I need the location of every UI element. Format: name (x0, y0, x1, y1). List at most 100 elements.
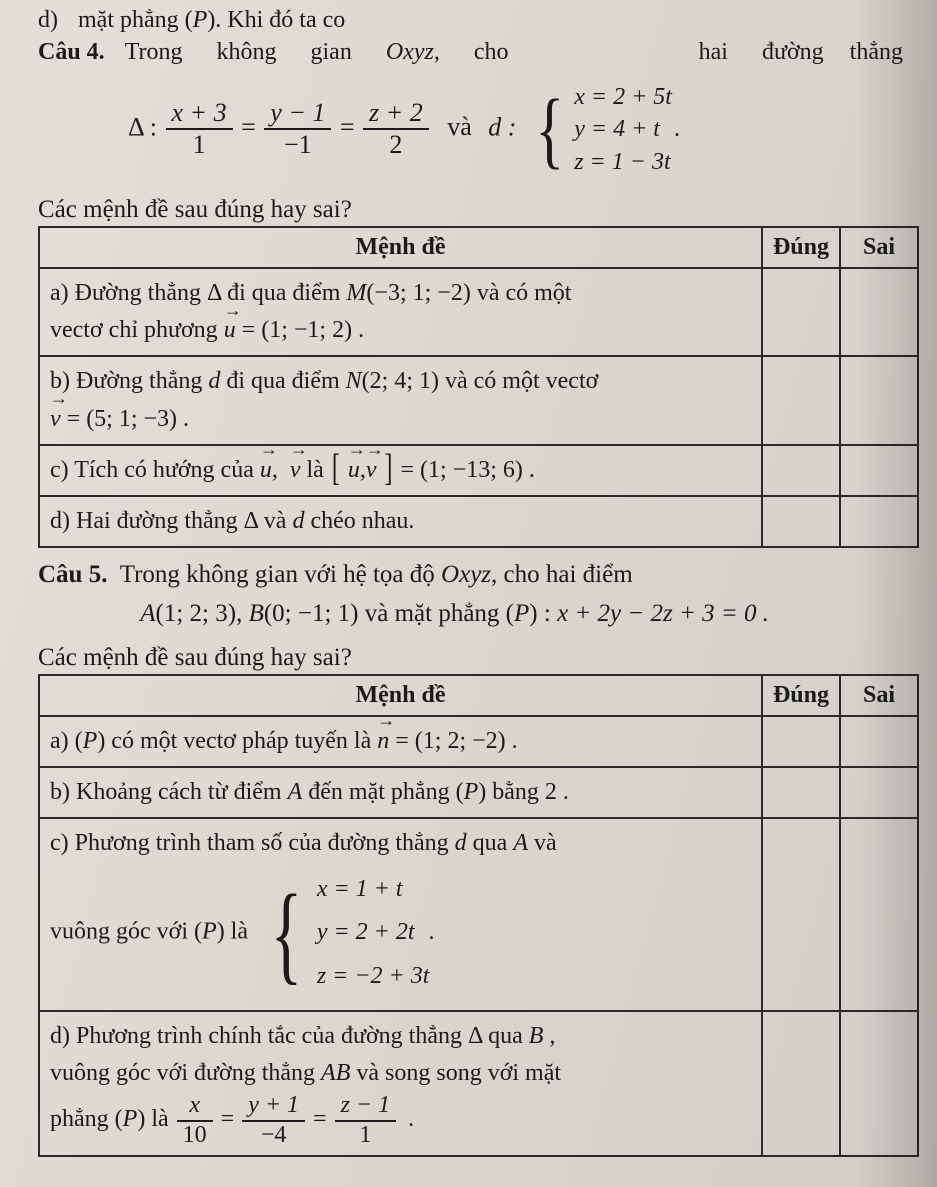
cell-dung[interactable] (762, 818, 840, 1011)
plane-eq: x + 2y − 2z + 3 = 0 . (557, 600, 769, 627)
cell-dung[interactable] (762, 716, 840, 767)
w: đường (762, 39, 824, 65)
P: P (202, 918, 217, 944)
cell-sai[interactable] (840, 268, 918, 356)
vec-u: u (224, 312, 236, 349)
d: d (455, 830, 467, 856)
ptA: A (140, 600, 155, 627)
txt: (0; −1; 1) và mặt phẳng ( (264, 600, 514, 627)
pt: M (346, 280, 366, 306)
B: B (529, 1023, 544, 1049)
hdr-dung: Đúng (762, 227, 840, 268)
q5-label: Câu 5. (38, 561, 107, 588)
cell-dung[interactable] (762, 268, 840, 356)
txt: phẳng ( (50, 1106, 123, 1132)
q5-intro: Câu 5. Trong không gian với hệ tọa độ Ox… (38, 556, 919, 634)
num: y − 1 (264, 98, 331, 130)
P: P (514, 600, 529, 627)
d: d (208, 368, 220, 394)
den: 1 (335, 1122, 397, 1150)
table-row: d) Phương trình chính tắc của đường thẳn… (39, 1011, 918, 1157)
eq: = (221, 1106, 235, 1132)
den: −4 (242, 1122, 305, 1150)
w: hai (699, 39, 728, 65)
system-d: { x = 2 + 5t y = 4 + t . z = 1 − 3t (529, 81, 680, 178)
d-label: d : (488, 112, 516, 141)
q4-label: Câu 4. (38, 39, 105, 65)
w: cho (474, 39, 509, 65)
comma: , (272, 457, 284, 483)
txt: đến mặt phẳng ( (302, 779, 463, 805)
txt: ) có một vectơ pháp tuyến là (97, 728, 377, 754)
dot: . (408, 1106, 414, 1132)
w: thẳng (850, 39, 903, 65)
den: 2 (363, 130, 429, 160)
txt: c) Phương trình tham số của đường thẳng (50, 830, 455, 856)
header-fragment: d) mặt phẳng (P). Khi đó ta co Câu 4. Tr… (38, 0, 919, 69)
txt: ) bằng 2 . (478, 779, 569, 805)
table-row: d) Hai đường thẳng Δ và d chéo nhau. (39, 496, 918, 547)
cell-sai[interactable] (840, 356, 918, 444)
colon: ) : (529, 600, 557, 627)
sys-row: y = 2 + 2t (317, 919, 415, 945)
dot: . (429, 919, 435, 945)
vec-v: v (290, 452, 301, 489)
vec-u: u (348, 452, 360, 489)
frag-P: P (193, 7, 208, 33)
txt: vectơ chỉ phương (50, 317, 224, 343)
txt: ) là (137, 1106, 174, 1132)
vec-v: v (366, 452, 377, 489)
table-row: c) Phương trình tham số của đường thẳng … (39, 818, 918, 1011)
txt: và song song với mặt (350, 1060, 561, 1086)
vec-n: n (377, 723, 389, 760)
cell-dung[interactable] (762, 445, 840, 496)
eq: = (241, 112, 256, 141)
table-row: a) Đường thẳng Δ đi qua điểm M(−3; 1; −2… (39, 268, 918, 356)
q5-lead: Các mệnh đề sau đúng hay sai? (38, 644, 919, 672)
cell-dung[interactable] (762, 767, 840, 818)
cell-sai[interactable] (840, 767, 918, 818)
cell-sai[interactable] (840, 818, 918, 1011)
pt: N (346, 368, 362, 394)
va: và (447, 112, 472, 141)
txt: a) ( (50, 728, 83, 754)
txt: b) Đường thẳng (50, 368, 208, 394)
sys-row: y = 4 + t (574, 116, 660, 142)
txt: = (1; −1; 2) . (236, 317, 364, 343)
cell-sai[interactable] (840, 1011, 918, 1157)
txt: (2; 4; 1) và có một vectơ (362, 368, 599, 394)
AB: AB (321, 1060, 350, 1086)
cell-sai[interactable] (840, 716, 918, 767)
comma: , (434, 39, 440, 65)
oxyz: Oxyz (386, 39, 434, 65)
txt: b) Khoảng cách từ điểm (50, 779, 288, 805)
cell-dung[interactable] (762, 496, 840, 547)
A: A (288, 779, 303, 805)
d: d (292, 508, 304, 534)
den: −1 (264, 130, 331, 160)
num: x + 3 (166, 98, 233, 130)
txt: d) Hai đường thẳng Δ và (50, 508, 292, 534)
txt: d) Phương trình chính tắc của đường thẳn… (50, 1023, 529, 1049)
P: P (464, 779, 479, 805)
num: x (177, 1092, 213, 1122)
dot: . (674, 116, 680, 142)
q4-table: Mệnh đề Đúng Sai a) Đường thẳng Δ đi qua… (38, 226, 919, 548)
table-row: b) Khoảng cách từ điểm A đến mặt phẳng (… (39, 767, 918, 818)
cell-sai[interactable] (840, 496, 918, 547)
vec-u: u (260, 452, 272, 489)
cell-dung[interactable] (762, 356, 840, 444)
table-row: c) Tích có hướng của u, v là [ u,v ] = (… (39, 445, 918, 496)
txt: vuông góc với ( (50, 918, 202, 944)
vec-v: v (50, 401, 61, 438)
num: y + 1 (242, 1092, 305, 1122)
cell-sai[interactable] (840, 445, 918, 496)
hdr-sai: Sai (840, 227, 918, 268)
num: z − 1 (335, 1092, 397, 1122)
cell-dung[interactable] (762, 1011, 840, 1157)
A: A (513, 830, 528, 856)
txt: vuông góc với đường thẳng (50, 1060, 321, 1086)
eq: = (313, 1106, 327, 1132)
txt: qua (467, 830, 514, 856)
txt: Trong không gian với hệ tọa độ (120, 561, 441, 588)
